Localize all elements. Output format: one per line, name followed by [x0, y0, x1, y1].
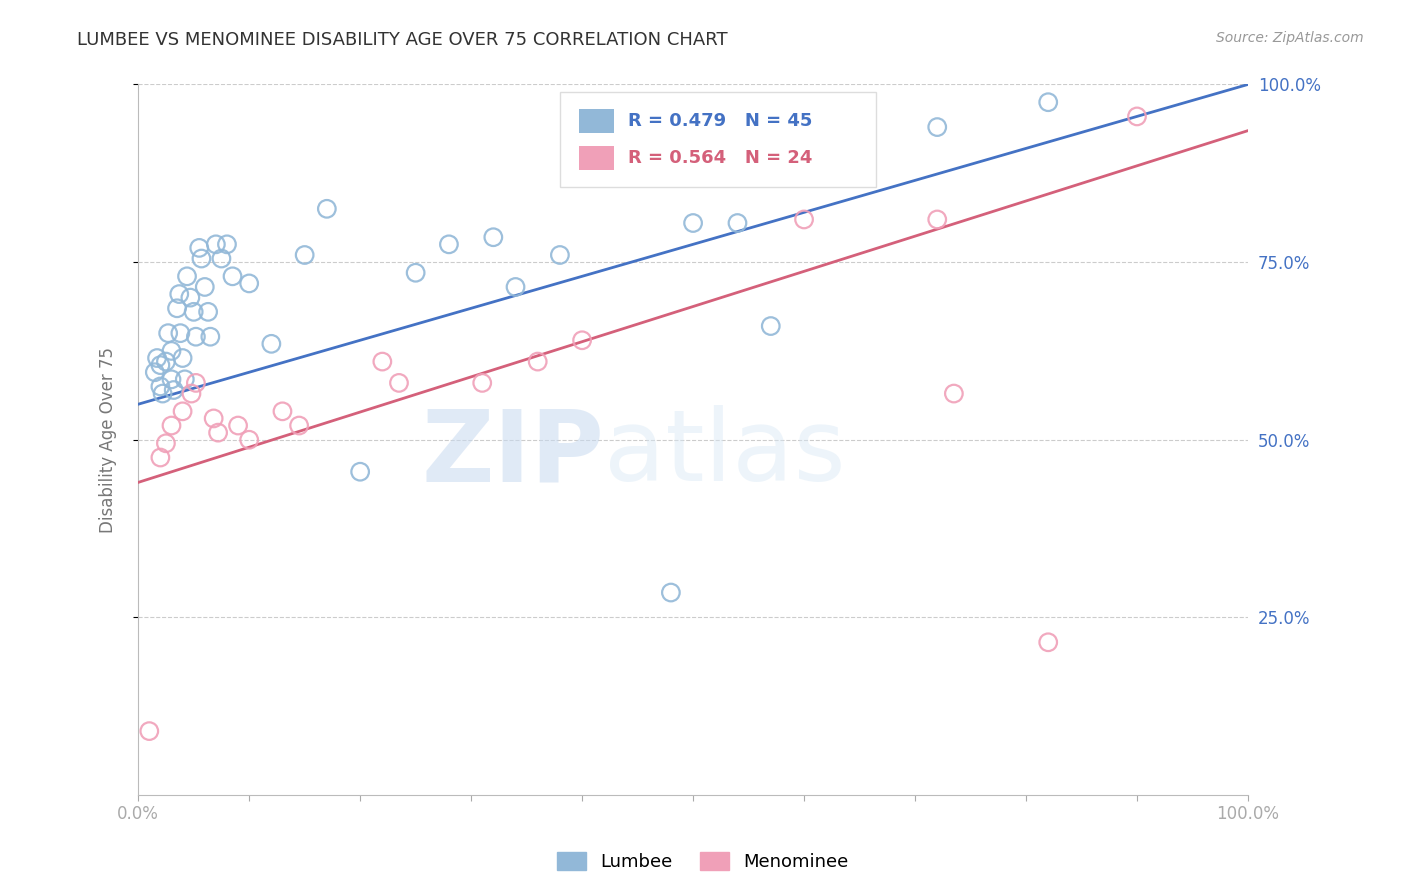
Point: [238, 433, 260, 447]
Point: [505, 280, 527, 294]
Point: [163, 383, 186, 397]
Point: [571, 333, 593, 347]
Point: [173, 372, 195, 386]
Point: [160, 418, 183, 433]
Text: LUMBEE VS MENOMINEE DISABILITY AGE OVER 75 CORRELATION CHART: LUMBEE VS MENOMINEE DISABILITY AGE OVER …: [77, 31, 728, 49]
Point: [737, 166, 759, 180]
Point: [727, 216, 749, 230]
Point: [238, 277, 260, 291]
Point: [226, 418, 249, 433]
Point: [294, 248, 316, 262]
Point: [176, 269, 198, 284]
Point: [682, 216, 704, 230]
Point: [526, 354, 548, 368]
FancyBboxPatch shape: [579, 109, 614, 133]
Point: [200, 329, 222, 343]
Point: [207, 425, 229, 440]
Point: [848, 137, 870, 152]
Point: [759, 319, 782, 334]
Point: [152, 386, 174, 401]
Point: [202, 411, 225, 425]
Point: [160, 372, 183, 386]
Point: [471, 376, 494, 390]
Text: atlas: atlas: [605, 406, 846, 502]
Point: [183, 305, 205, 319]
Point: [405, 266, 427, 280]
Text: R = 0.564   N = 24: R = 0.564 N = 24: [627, 149, 813, 167]
Text: R = 0.479   N = 45: R = 0.479 N = 45: [627, 112, 813, 129]
Point: [194, 280, 217, 294]
Point: [146, 351, 169, 365]
Point: [388, 376, 411, 390]
Point: [659, 585, 682, 599]
Point: [221, 269, 243, 284]
Point: [155, 354, 177, 368]
Point: [149, 450, 172, 465]
Point: [942, 386, 965, 401]
Point: [180, 386, 202, 401]
Point: [548, 248, 571, 262]
Point: [155, 436, 177, 450]
Point: [167, 287, 190, 301]
Point: [271, 404, 294, 418]
Point: [371, 354, 394, 368]
Point: [160, 343, 183, 358]
Point: [260, 336, 283, 351]
Point: [482, 230, 505, 244]
Point: [188, 241, 211, 255]
FancyBboxPatch shape: [560, 92, 876, 187]
Point: [288, 418, 311, 433]
Point: [197, 305, 219, 319]
Point: [315, 202, 337, 216]
Point: [143, 365, 166, 379]
Point: [927, 120, 949, 134]
Point: [149, 358, 172, 372]
Text: ZIP: ZIP: [422, 406, 605, 502]
Point: [190, 252, 212, 266]
Point: [169, 326, 191, 340]
Point: [349, 465, 371, 479]
Point: [1038, 95, 1060, 110]
Point: [1126, 110, 1149, 124]
Point: [172, 351, 194, 365]
Legend: Lumbee, Menominee: Lumbee, Menominee: [550, 845, 856, 879]
Point: [149, 379, 172, 393]
Point: [927, 212, 949, 227]
Point: [437, 237, 460, 252]
Point: [793, 212, 815, 227]
Point: [166, 301, 188, 316]
Point: [179, 291, 201, 305]
Point: [215, 237, 238, 252]
Point: [1038, 635, 1060, 649]
FancyBboxPatch shape: [579, 145, 614, 169]
Point: [205, 237, 228, 252]
Point: [184, 376, 207, 390]
Y-axis label: Disability Age Over 75: Disability Age Over 75: [100, 347, 117, 533]
Point: [209, 252, 232, 266]
Point: [172, 404, 194, 418]
Point: [184, 329, 207, 343]
Text: Source: ZipAtlas.com: Source: ZipAtlas.com: [1216, 31, 1364, 45]
Point: [138, 724, 160, 739]
Point: [157, 326, 180, 340]
